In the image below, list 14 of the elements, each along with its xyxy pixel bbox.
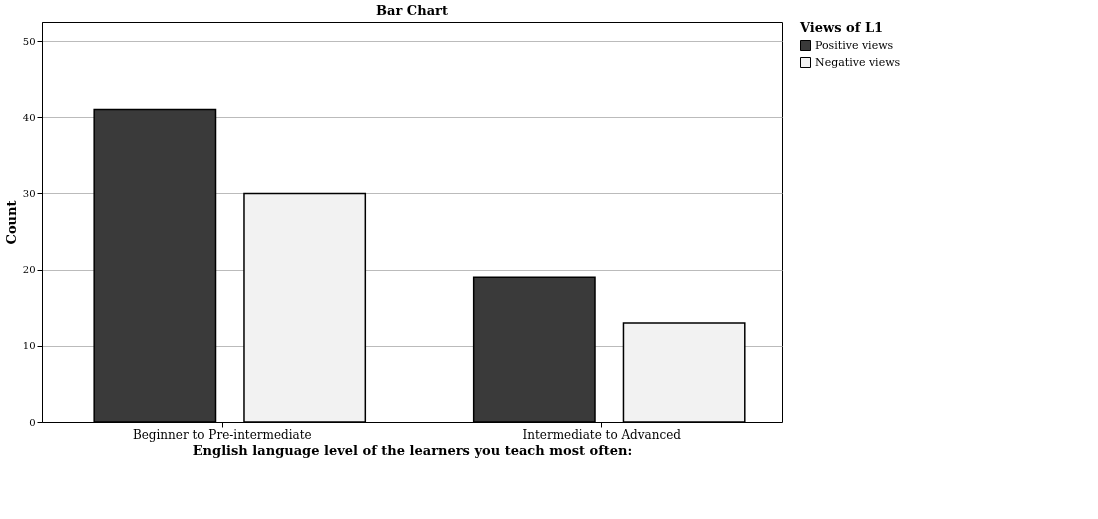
x-tick-label: Intermediate to Advanced <box>522 427 682 442</box>
x-tick-label: Beginner to Pre-intermediate <box>132 427 312 442</box>
y-tick-label: 20 <box>22 264 36 276</box>
x-axis-title: English language level of the learners you teach most often: <box>192 442 633 458</box>
y-axis-title: Count <box>3 200 19 245</box>
chart-title: Bar Chart <box>376 3 448 18</box>
legend-title: Views of L1 <box>799 20 884 35</box>
y-tick-label: 40 <box>22 111 36 123</box>
y-tick-label: 30 <box>22 187 36 199</box>
legend-label: Negative views <box>815 55 901 69</box>
y-tick-label: 0 <box>29 416 36 428</box>
y-tick-label: 50 <box>22 35 36 47</box>
y-tick-label: 10 <box>22 340 36 352</box>
legend-label: Positive views <box>815 38 894 52</box>
